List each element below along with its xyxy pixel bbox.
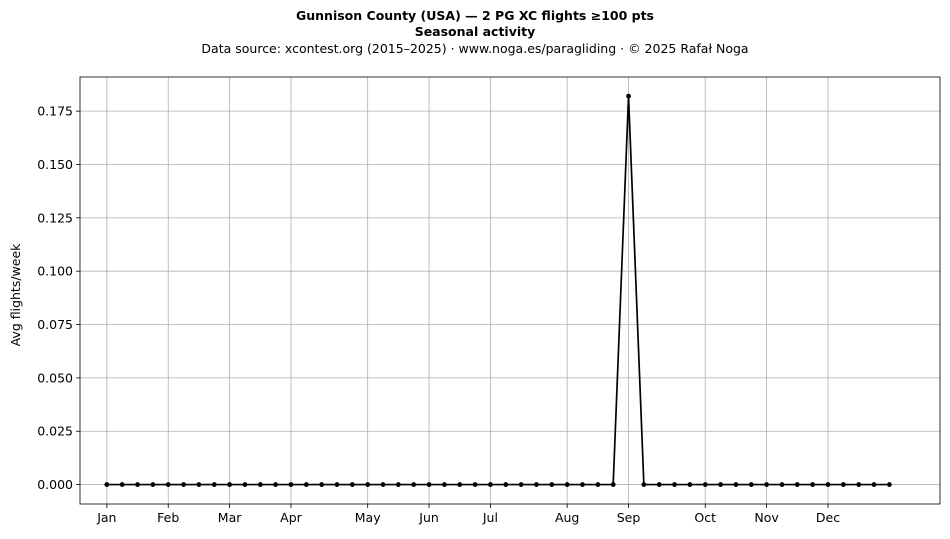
data-point	[580, 482, 585, 487]
data-point	[886, 482, 892, 487]
data-point	[411, 482, 417, 487]
data-point	[702, 482, 708, 487]
y-tick-label: 0.125	[37, 210, 73, 225]
chart-subtitle: Seasonal activity	[414, 24, 536, 39]
data-point	[334, 482, 340, 487]
data-point	[442, 482, 447, 487]
x-tick-label: Feb	[157, 510, 179, 525]
data-point	[242, 482, 248, 487]
x-tick-label: Aug	[555, 510, 579, 525]
data-point	[365, 482, 371, 487]
data-point	[288, 482, 294, 487]
data-point	[687, 482, 693, 487]
axes: Jan Feb Mar Apr May Jun Jul Aug Sep Oct Nov Dec 0.00…	[37, 76, 941, 525]
data-point	[764, 482, 770, 487]
data-point	[856, 482, 862, 487]
data-point	[626, 93, 631, 99]
data-point	[196, 482, 202, 487]
data-point	[840, 482, 846, 487]
data-point	[610, 482, 616, 487]
x-tick-label: Nov	[754, 510, 779, 525]
data-point	[718, 482, 723, 487]
data-point	[227, 482, 232, 487]
data-point	[564, 482, 570, 487]
data-point	[150, 482, 156, 487]
data-point	[810, 482, 816, 487]
x-tick-label: Sep	[617, 510, 641, 525]
chart-title: Gunnison County (USA) — 2 PG XC flights …	[296, 8, 654, 23]
data-point	[472, 482, 478, 487]
data-point	[165, 482, 171, 487]
data-point	[518, 482, 524, 487]
data-point	[181, 482, 186, 487]
series-line-path	[106, 95, 890, 486]
data-point	[641, 482, 647, 487]
data-point	[426, 482, 432, 487]
data-point	[211, 482, 217, 487]
y-tick-label: 0.150	[37, 157, 73, 172]
data-point	[349, 482, 355, 487]
y-tick-label: 0.075	[37, 317, 73, 332]
chart-source-line: Data source: xcontest.org (2015–2025) · …	[201, 41, 749, 56]
data-point	[488, 482, 493, 487]
data-point	[273, 482, 279, 487]
data-point	[733, 482, 739, 487]
data-point	[549, 482, 555, 487]
x-tick-label: Oct	[694, 510, 716, 525]
series-line	[106, 95, 890, 486]
data-point	[119, 482, 125, 487]
data-point	[825, 482, 831, 487]
data-point	[380, 482, 386, 487]
y-tick-label: 0.000	[37, 477, 73, 492]
x-tick-label: Mar	[218, 510, 242, 525]
x-tick-label: May	[355, 510, 381, 525]
x-tick-label: Apr	[280, 510, 302, 525]
data-point	[595, 482, 601, 487]
y-tick-label: 0.175	[37, 104, 73, 119]
data-point	[135, 482, 140, 487]
y-axis-label: Avg flights/week	[8, 243, 23, 347]
x-tick-label: Jul	[482, 510, 498, 525]
data-point	[779, 482, 785, 487]
data-point	[303, 482, 309, 487]
data-point	[257, 482, 263, 487]
x-tick-label: Jan	[96, 510, 116, 525]
data-point	[748, 482, 754, 487]
data-point	[656, 482, 662, 487]
data-point	[395, 482, 401, 487]
data-point	[794, 482, 800, 487]
data-point	[457, 482, 463, 487]
y-tick-label: 0.050	[37, 370, 73, 385]
data-point	[319, 482, 325, 487]
plot-frame	[79, 76, 941, 505]
data-point	[104, 482, 110, 487]
x-tick-label: Dec	[816, 510, 840, 525]
series-points	[104, 93, 892, 487]
data-point	[871, 482, 877, 487]
chart-titles: Gunnison County (USA) — 2 PG XC flights …	[0, 8, 950, 57]
grid-lines	[80, 77, 940, 504]
y-tick-label: 0.025	[37, 424, 73, 439]
data-point	[503, 482, 509, 487]
data-point	[672, 482, 677, 487]
data-point	[534, 482, 539, 487]
x-tick-label: Jun	[418, 510, 439, 525]
y-tick-label: 0.100	[37, 264, 73, 279]
